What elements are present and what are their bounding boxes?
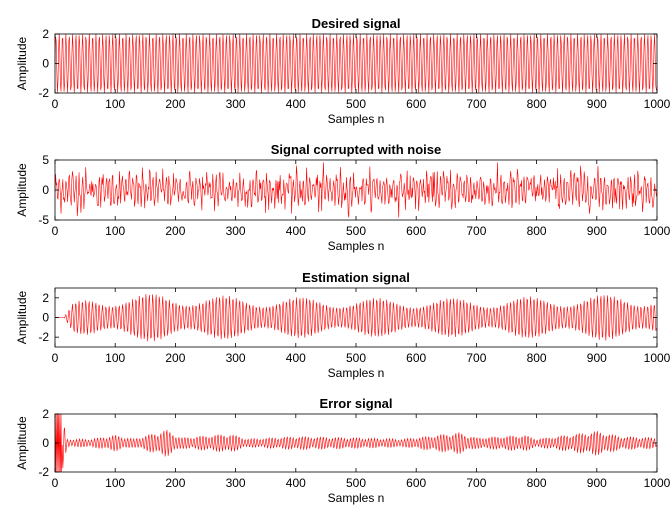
x-tick-label: 800 xyxy=(527,97,547,111)
y-tick-label: 2 xyxy=(42,407,49,421)
x-tick-label: 900 xyxy=(587,97,607,111)
y-tick-label: 0 xyxy=(42,57,49,71)
x-tick-label: 1000 xyxy=(644,476,671,490)
y-tick-label: -2 xyxy=(38,86,49,100)
x-tick-label: 100 xyxy=(105,476,125,490)
y-axis-label: Amplitude xyxy=(15,416,29,470)
x-tick-label: 300 xyxy=(226,351,246,365)
y-tick-label: -5 xyxy=(38,213,49,227)
chart-title: Signal corrupted with noise xyxy=(271,142,441,157)
x-tick-label: 0 xyxy=(52,476,59,490)
x-tick-label: 600 xyxy=(406,224,426,238)
x-tick-label: 1000 xyxy=(644,224,671,238)
x-tick-label: 100 xyxy=(105,97,125,111)
x-tick-label: 1000 xyxy=(644,97,671,111)
y-tick-label: 2 xyxy=(42,27,49,41)
x-tick-label: 800 xyxy=(527,351,547,365)
x-tick-label: 200 xyxy=(165,97,185,111)
x-tick-label: 300 xyxy=(226,224,246,238)
x-tick-label: 500 xyxy=(346,97,366,111)
x-axis-label: Samples n xyxy=(328,239,385,253)
x-tick-label: 200 xyxy=(165,476,185,490)
x-tick-label: 200 xyxy=(165,224,185,238)
x-tick-label: 400 xyxy=(286,476,306,490)
series-line-1 xyxy=(54,34,657,93)
x-tick-label: 500 xyxy=(346,351,366,365)
y-tick-label: 5 xyxy=(42,153,49,167)
x-tick-label: 800 xyxy=(527,476,547,490)
x-tick-label: 900 xyxy=(587,224,607,238)
series-line-3 xyxy=(55,294,657,342)
x-tick-label: 900 xyxy=(587,351,607,365)
x-tick-label: 400 xyxy=(286,351,306,365)
x-tick-label: 800 xyxy=(527,224,547,238)
y-axis-label: Amplitude xyxy=(15,291,29,345)
x-axis-label: Samples n xyxy=(328,366,385,380)
subplot-4: 0 100 200 300 400 500 600 700 800 900 1000-202Erro… xyxy=(15,396,671,505)
x-tick-label: 300 xyxy=(226,97,246,111)
x-tick-label: 900 xyxy=(587,476,607,490)
x-tick-label: 400 xyxy=(286,224,306,238)
x-tick-label: 1000 xyxy=(644,351,671,365)
x-tick-label: 0 xyxy=(52,224,59,238)
x-tick-label: 200 xyxy=(165,351,185,365)
y-tick-label: 2 xyxy=(42,291,49,305)
x-tick-label: 700 xyxy=(466,97,486,111)
subplot-3: 0 100 200 300 400 500 600 700 800 900 1000-202Esti… xyxy=(15,270,671,380)
series-line-4 xyxy=(54,413,657,473)
x-tick-label: 600 xyxy=(406,476,426,490)
x-tick-label: 700 xyxy=(466,476,486,490)
subplot-2: 0 100 200 300 400 500 600 700 800 900 1000-505Sign… xyxy=(15,142,671,253)
y-tick-label: -2 xyxy=(38,465,49,479)
y-tick-label: 0 xyxy=(42,311,49,325)
y-tick-label: 0 xyxy=(42,436,49,450)
axes-box xyxy=(54,413,658,473)
x-axis-label: Samples n xyxy=(328,112,385,126)
chart-title: Desired signal xyxy=(312,16,401,31)
x-axis-label: Samples n xyxy=(328,491,385,505)
x-tick-label: 0 xyxy=(52,97,59,111)
x-tick-label: 100 xyxy=(105,224,125,238)
y-axis-label: Amplitude xyxy=(15,163,29,217)
x-tick-label: 500 xyxy=(346,476,366,490)
chart-title: Estimation signal xyxy=(302,270,410,285)
x-tick-label: 300 xyxy=(226,476,246,490)
x-tick-label: 500 xyxy=(346,224,366,238)
y-tick-label: -2 xyxy=(38,330,49,344)
x-tick-label: 700 xyxy=(466,351,486,365)
y-axis-label: Amplitude xyxy=(15,37,29,91)
x-tick-label: 600 xyxy=(406,351,426,365)
x-tick-label: 600 xyxy=(406,97,426,111)
series-line-2 xyxy=(54,162,657,218)
y-tick-label: 0 xyxy=(42,183,49,197)
x-tick-label: 700 xyxy=(466,224,486,238)
x-tick-label: 100 xyxy=(105,351,125,365)
chart-title: Error signal xyxy=(320,396,393,411)
subplot-1: 0 100 200 300 400 500 600 700 800 900 1000-202Desi… xyxy=(15,16,671,126)
x-tick-label: 400 xyxy=(286,97,306,111)
x-tick-label: 0 xyxy=(52,351,59,365)
